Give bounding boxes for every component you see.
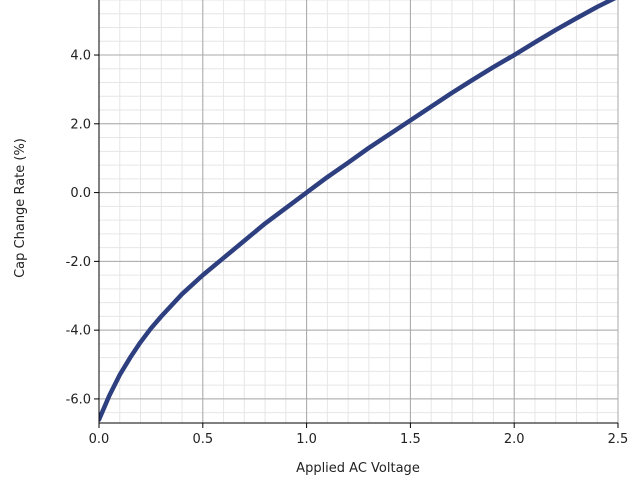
plot-area xyxy=(99,0,618,423)
y-tick-label: 2.0 xyxy=(70,117,91,132)
x-axis-title: Applied AC Voltage xyxy=(296,461,420,476)
series-layer xyxy=(99,0,617,422)
series-line xyxy=(99,0,617,422)
x-tick-label: 0.5 xyxy=(192,432,213,447)
x-tick-label: 2.0 xyxy=(504,432,525,447)
x-tick-label: 1.0 xyxy=(296,432,317,447)
y-ticks: -6.0 -4.0 -2.0 0.0 2.0 4.0 xyxy=(66,49,99,407)
x-tick-label: 1.5 xyxy=(400,432,421,447)
x-tick-label: 0.0 xyxy=(89,432,110,447)
y-tick-label: -6.0 xyxy=(66,392,91,407)
y-tick-label: -2.0 xyxy=(66,255,91,270)
y-tick-label: -4.0 xyxy=(66,324,91,339)
y-tick-label: 4.0 xyxy=(70,49,91,64)
x-ticks: 0.0 0.5 1.0 1.5 2.0 2.5 xyxy=(89,423,629,447)
y-axis-title: Cap Change Rate (%) xyxy=(13,138,28,278)
y-tick-label: 0.0 xyxy=(70,186,91,201)
x-tick-label: 2.5 xyxy=(608,432,629,447)
